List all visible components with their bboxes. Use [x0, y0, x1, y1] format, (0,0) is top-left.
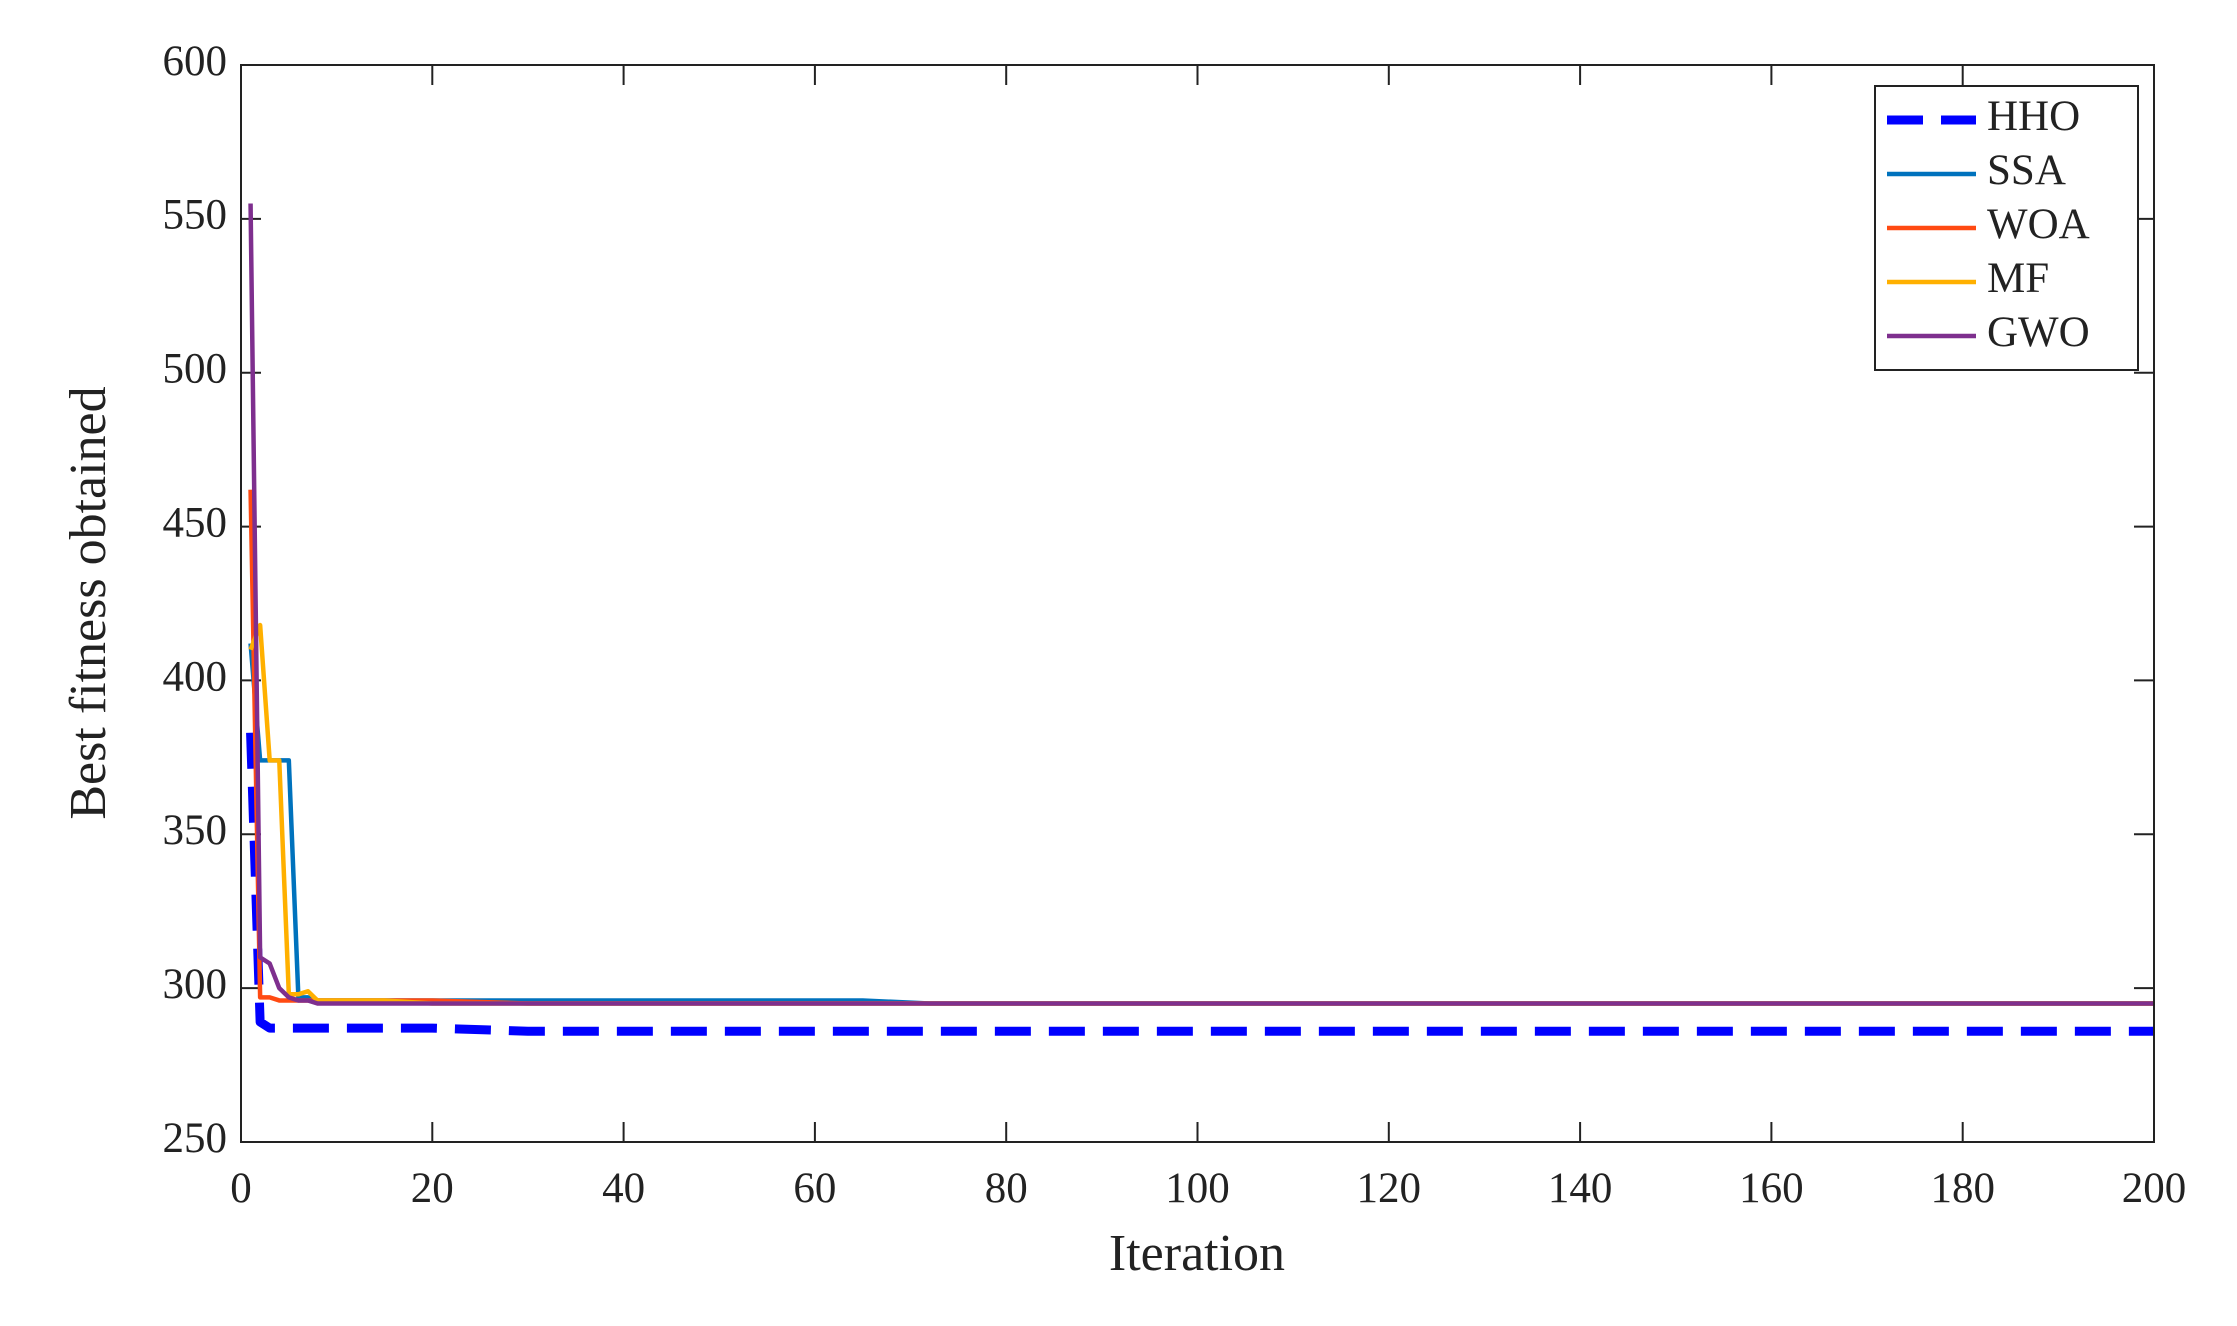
legend-label: HHO [1987, 93, 2080, 140]
x-tick-label: 40 [602, 1165, 645, 1212]
legend-label: GWO [1987, 309, 2090, 356]
y-tick-label: 500 [163, 346, 228, 393]
x-tick-label: 80 [985, 1165, 1028, 1212]
x-tick-label: 60 [793, 1165, 836, 1212]
x-tick-label: 200 [2122, 1165, 2187, 1212]
plot-frame [240, 64, 2155, 1143]
series-line [246, 732, 2154, 1036]
legend-label: SSA [1987, 147, 2066, 194]
x-tick-label: 160 [1739, 1165, 1804, 1212]
y-tick-label: 250 [163, 1115, 228, 1162]
x-tick-label: 140 [1548, 1165, 1613, 1212]
y-axis-label: Best fitness obtained [60, 386, 117, 819]
y-tick-label: 450 [163, 499, 228, 546]
y-tick-label: 300 [163, 961, 228, 1008]
x-tick-label: 120 [1357, 1165, 1422, 1212]
x-tick-label: 0 [230, 1165, 252, 1212]
legend-label: WOA [1987, 201, 2090, 248]
y-tick-label: 550 [163, 192, 228, 239]
y-tick-label: 600 [163, 38, 228, 85]
legend-label: MF [1987, 255, 2049, 302]
x-tick-label: 20 [411, 1165, 454, 1212]
series-line [248, 203, 2154, 1006]
x-tick-label: 100 [1165, 1165, 1230, 1212]
y-tick-label: 400 [163, 653, 228, 700]
x-axis-label: Iteration [1109, 1225, 1285, 1282]
x-tick-label: 180 [1930, 1165, 1995, 1212]
y-tick-label: 350 [163, 807, 228, 854]
